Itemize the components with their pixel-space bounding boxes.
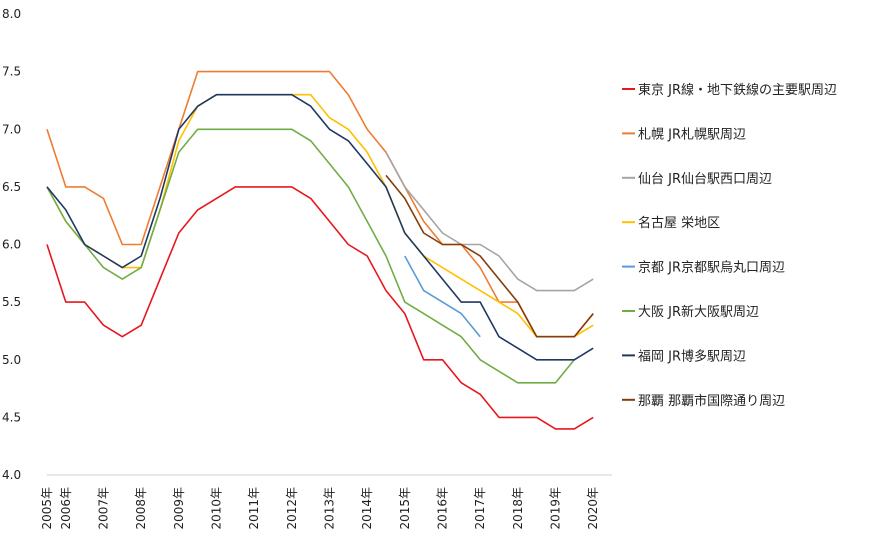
series-lines [46, 70, 594, 430]
x-tick-label: 2011年 [247, 487, 261, 530]
y-tick-label: 5.0 [2, 353, 21, 367]
x-tick-label: 2009年 [172, 487, 186, 530]
legend-item: 京都 JR京都駅烏丸口周辺 [622, 260, 785, 276]
x-tick-label: 2006年 [59, 487, 73, 530]
legend-item: 大阪 JR新大阪駅周辺 [622, 304, 759, 320]
series-line-2 [385, 151, 594, 292]
legend-label: 大阪 JR新大阪駅周辺 [638, 304, 759, 320]
series-line-4 [404, 255, 481, 338]
y-axis-ticks: 4.0 4.5 5.0 5.5 6.0 6.5 7.0 7.5 8.0 [2, 7, 21, 482]
legend-label: 札幌 JR札幌駅周辺 [638, 126, 746, 142]
legend-item: 札幌 JR札幌駅周辺 [622, 126, 746, 142]
series-line-1 [46, 70, 594, 338]
x-tick-label: 2012年 [285, 487, 299, 530]
legend-item: 那覇 那覇市国際通り周辺 [622, 393, 785, 409]
x-tick-label: 2015年 [398, 487, 412, 530]
legend-label: 京都 JR京都駅烏丸口周辺 [638, 260, 785, 276]
legend-item: 名古屋 栄地区 [622, 215, 720, 231]
x-tick-label: 2016年 [436, 487, 450, 530]
x-tick-label: 2020年 [586, 487, 600, 530]
x-tick-label: 2017年 [473, 487, 487, 530]
x-tick-label: 2018年 [511, 487, 525, 530]
x-tick-label: 2010年 [210, 487, 224, 530]
legend-item: 東京 JR線・地下鉄線の主要駅周辺 [622, 82, 837, 98]
series-line-0 [46, 186, 594, 430]
x-tick-label: 2013年 [323, 487, 337, 530]
series-line-3 [46, 93, 594, 338]
legend-label: 仙台 JR仙台駅西口周辺 [638, 172, 772, 187]
x-tick-label: 2005年 [40, 487, 54, 530]
legend-label: 名古屋 栄地区 [638, 215, 720, 231]
y-tick-label: 5.5 [2, 295, 21, 309]
legend-item: 仙台 JR仙台駅西口周辺 [622, 172, 772, 187]
series-line-6 [46, 93, 594, 361]
x-tick-label: 2008年 [134, 487, 148, 530]
x-tick-label: 2019年 [549, 487, 563, 530]
y-tick-label: 7.5 [2, 65, 21, 79]
x-axis-ticks: 2005年 2006年 2007年 2008年 2009年 2010年 2011年 2012年… [40, 487, 600, 530]
x-tick-label: 2007年 [97, 487, 111, 530]
y-tick-label: 7.0 [2, 122, 21, 136]
y-tick-label: 6.5 [2, 180, 21, 194]
y-tick-label: 4.0 [2, 468, 21, 482]
legend-item: 福岡 JR博多駅周辺 [622, 348, 746, 364]
legend-label: 福岡 JR博多駅周辺 [638, 348, 746, 364]
series-line-5 [46, 128, 575, 384]
series-line-7 [385, 174, 594, 338]
x-tick-label: 2014年 [360, 487, 374, 530]
y-tick-label: 4.5 [2, 410, 21, 424]
legend-label: 東京 JR線・地下鉄線の主要駅周辺 [638, 82, 837, 98]
legend-label: 那覇 那覇市国際通り周辺 [638, 393, 785, 409]
y-tick-label: 8.0 [2, 7, 21, 21]
y-tick-label: 6.0 [2, 238, 21, 252]
